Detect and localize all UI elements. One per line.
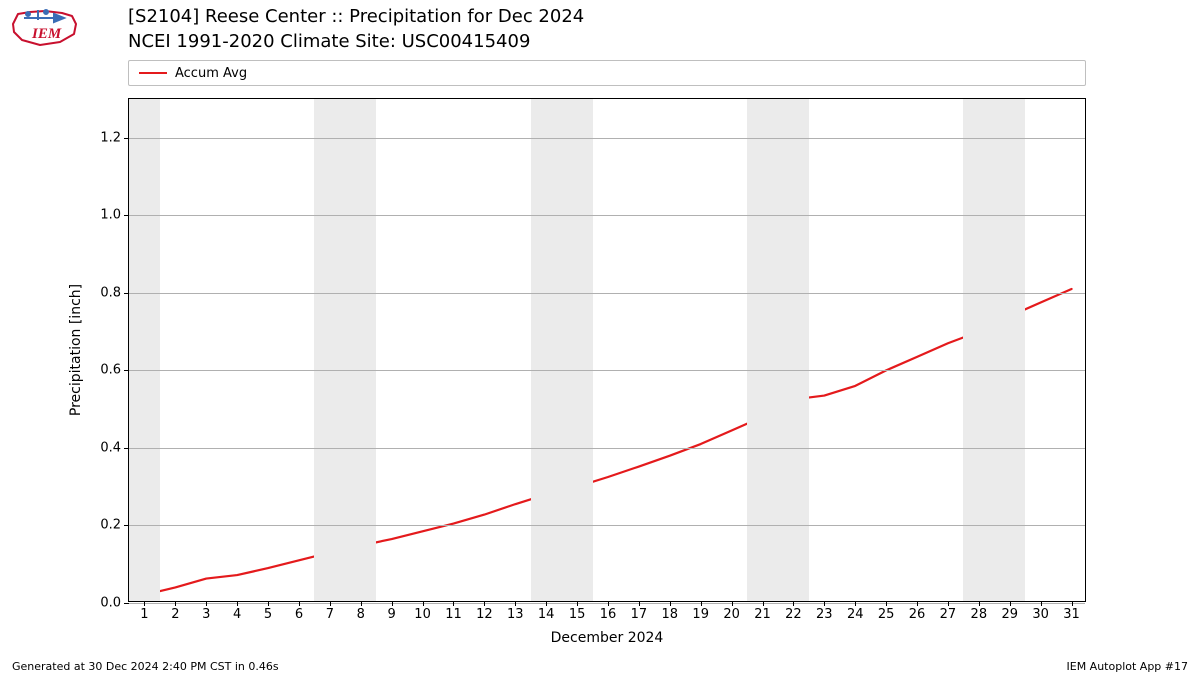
gridline-h bbox=[129, 293, 1085, 294]
x-tick bbox=[855, 601, 856, 606]
x-tick-label: 20 bbox=[723, 607, 740, 622]
y-tick bbox=[124, 138, 129, 139]
x-tick-label: 2 bbox=[171, 607, 179, 622]
x-tick-label: 25 bbox=[878, 607, 895, 622]
x-tick bbox=[639, 601, 640, 606]
x-tick bbox=[793, 601, 794, 606]
x-tick bbox=[206, 601, 207, 606]
series-accum-avg bbox=[144, 289, 1071, 595]
x-tick bbox=[577, 601, 578, 606]
x-tick-label: 30 bbox=[1032, 607, 1049, 622]
y-tick bbox=[124, 293, 129, 294]
gridline-h bbox=[129, 138, 1085, 139]
x-tick-label: 29 bbox=[1001, 607, 1018, 622]
y-tick-label: 0.2 bbox=[100, 518, 121, 533]
plot-area: 0.00.20.40.60.81.01.21234567891011121314… bbox=[128, 98, 1086, 602]
x-tick-label: 4 bbox=[233, 607, 241, 622]
x-tick bbox=[237, 601, 238, 606]
x-tick bbox=[423, 601, 424, 606]
x-tick bbox=[917, 601, 918, 606]
x-tick bbox=[330, 601, 331, 606]
x-tick bbox=[1010, 601, 1011, 606]
x-tick bbox=[979, 601, 980, 606]
title-line1: [S2104] Reese Center :: Precipitation fo… bbox=[128, 6, 584, 27]
x-tick-label: 15 bbox=[569, 607, 586, 622]
x-tick-label: 21 bbox=[754, 607, 771, 622]
x-tick bbox=[144, 601, 145, 606]
x-tick-label: 12 bbox=[476, 607, 493, 622]
legend: Accum Avg bbox=[128, 60, 1086, 86]
x-tick-label: 1 bbox=[140, 607, 148, 622]
gridline-h bbox=[129, 603, 1085, 604]
x-tick bbox=[1072, 601, 1073, 606]
x-tick bbox=[763, 601, 764, 606]
x-tick-label: 8 bbox=[357, 607, 365, 622]
y-tick bbox=[124, 525, 129, 526]
gridline-h bbox=[129, 370, 1085, 371]
x-tick bbox=[546, 601, 547, 606]
y-tick-label: 0.8 bbox=[100, 285, 121, 300]
y-tick bbox=[124, 603, 129, 604]
line-series-svg bbox=[129, 99, 1087, 603]
footer-right: IEM Autoplot App #17 bbox=[1067, 660, 1189, 673]
x-tick bbox=[608, 601, 609, 606]
x-tick bbox=[392, 601, 393, 606]
x-tick bbox=[670, 601, 671, 606]
x-tick bbox=[948, 601, 949, 606]
gridline-h bbox=[129, 215, 1085, 216]
x-tick-label: 18 bbox=[662, 607, 679, 622]
iem-logo-svg: IEM bbox=[10, 6, 80, 48]
x-tick bbox=[701, 601, 702, 606]
y-tick-label: 0.6 bbox=[100, 363, 121, 378]
x-axis-label: December 2024 bbox=[551, 630, 664, 646]
x-tick bbox=[484, 601, 485, 606]
x-tick bbox=[1041, 601, 1042, 606]
y-axis-label: Precipitation [inch] bbox=[68, 284, 84, 416]
y-tick-label: 0.4 bbox=[100, 440, 121, 455]
y-tick bbox=[124, 370, 129, 371]
legend-swatch-0 bbox=[139, 72, 167, 74]
gridline-h bbox=[129, 448, 1085, 449]
y-tick-label: 1.2 bbox=[100, 130, 121, 145]
x-tick bbox=[268, 601, 269, 606]
title-line2: NCEI 1991-2020 Climate Site: USC00415409 bbox=[128, 31, 584, 52]
x-tick-label: 3 bbox=[202, 607, 210, 622]
title-block: [S2104] Reese Center :: Precipitation fo… bbox=[128, 6, 584, 52]
x-tick-label: 5 bbox=[264, 607, 272, 622]
footer-left: Generated at 30 Dec 2024 2:40 PM CST in … bbox=[12, 660, 279, 673]
iem-logo: IEM bbox=[10, 6, 80, 48]
x-tick-label: 24 bbox=[847, 607, 864, 622]
svg-text:IEM: IEM bbox=[31, 26, 62, 42]
x-tick bbox=[515, 601, 516, 606]
x-tick bbox=[361, 601, 362, 606]
x-tick-label: 10 bbox=[414, 607, 431, 622]
x-tick-label: 26 bbox=[909, 607, 926, 622]
y-tick-label: 1.0 bbox=[100, 208, 121, 223]
x-tick-label: 17 bbox=[631, 607, 648, 622]
x-tick bbox=[175, 601, 176, 606]
y-tick bbox=[124, 448, 129, 449]
x-tick bbox=[824, 601, 825, 606]
x-tick bbox=[732, 601, 733, 606]
x-tick-label: 14 bbox=[538, 607, 555, 622]
x-tick-label: 7 bbox=[326, 607, 334, 622]
legend-label-0: Accum Avg bbox=[175, 66, 247, 81]
x-tick-label: 16 bbox=[600, 607, 617, 622]
y-tick bbox=[124, 215, 129, 216]
x-tick bbox=[299, 601, 300, 606]
x-tick-label: 19 bbox=[692, 607, 709, 622]
y-tick-label: 0.0 bbox=[100, 596, 121, 611]
x-tick-label: 28 bbox=[971, 607, 988, 622]
x-tick-label: 22 bbox=[785, 607, 802, 622]
x-tick bbox=[453, 601, 454, 606]
x-tick-label: 23 bbox=[816, 607, 833, 622]
x-tick bbox=[886, 601, 887, 606]
x-tick-label: 31 bbox=[1063, 607, 1080, 622]
gridline-h bbox=[129, 525, 1085, 526]
x-tick-label: 11 bbox=[445, 607, 462, 622]
x-tick-label: 9 bbox=[388, 607, 396, 622]
x-tick-label: 27 bbox=[940, 607, 957, 622]
x-tick-label: 13 bbox=[507, 607, 524, 622]
x-tick-label: 6 bbox=[295, 607, 303, 622]
